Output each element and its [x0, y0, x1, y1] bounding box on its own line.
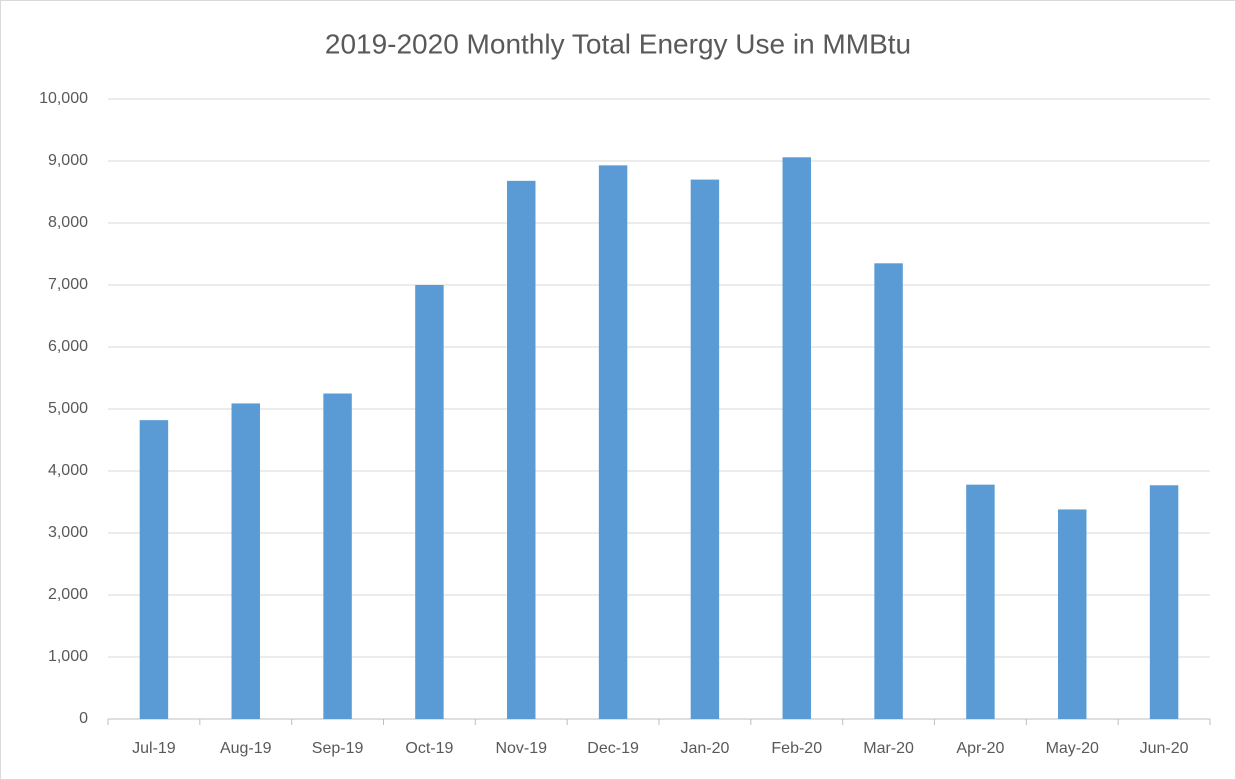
chart-title: 2019-2020 Monthly Total Energy Use in MM… [325, 28, 911, 59]
y-tick-label: 8,000 [48, 214, 88, 231]
bar [415, 285, 444, 719]
x-tick-label: Apr-20 [956, 740, 1004, 757]
x-tick-label: Jun-20 [1140, 740, 1189, 757]
bar [966, 484, 995, 719]
bar [598, 165, 628, 720]
y-tick-label: 4,000 [48, 462, 88, 479]
x-tick-label: Jan-20 [680, 740, 729, 757]
x-tick-label: Mar-20 [863, 740, 914, 757]
y-tick-label: 9,000 [48, 152, 88, 169]
bar [231, 403, 260, 719]
bar [139, 420, 169, 719]
y-tick-label: 10,000 [39, 90, 88, 107]
bar [874, 263, 903, 719]
bar [1149, 485, 1179, 719]
y-tick-label: 5,000 [48, 400, 88, 417]
bar [323, 393, 352, 719]
y-tick-label: 0 [79, 710, 88, 727]
y-tick-label: 2,000 [48, 586, 88, 603]
y-tick-label: 1,000 [48, 648, 88, 665]
x-tick-label: May-20 [1046, 740, 1099, 757]
bar [507, 180, 536, 720]
x-tick-label: Sep-19 [312, 740, 364, 757]
y-tick-label: 3,000 [48, 524, 88, 541]
x-tick-label: Feb-20 [771, 740, 822, 757]
x-tick-label: Aug-19 [220, 740, 272, 757]
x-tick-label: Oct-19 [405, 740, 453, 757]
y-tick-label: 6,000 [48, 338, 88, 355]
bar [782, 157, 811, 719]
x-tick-label: Dec-19 [587, 740, 639, 757]
bar [690, 179, 720, 720]
x-tick-label: Nov-19 [495, 740, 547, 757]
x-tick-label: Jul-19 [132, 740, 176, 757]
bar [1058, 509, 1087, 719]
y-tick-label: 7,000 [48, 276, 88, 293]
